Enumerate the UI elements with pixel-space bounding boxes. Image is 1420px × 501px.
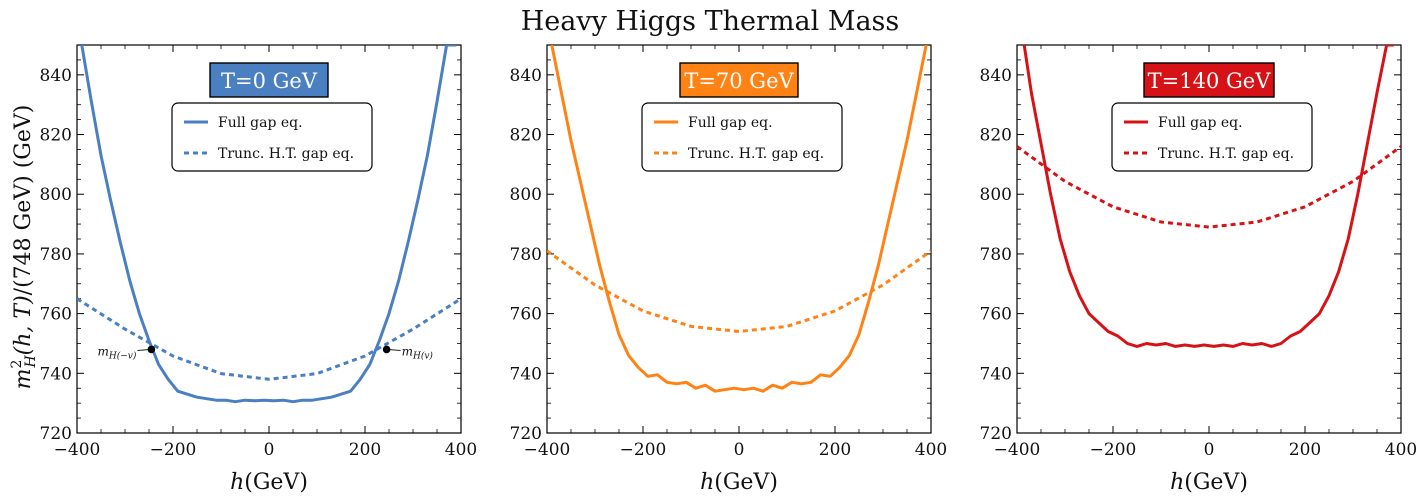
series-full-gap-eq xyxy=(80,45,457,404)
x-tick-label: −200 xyxy=(1090,440,1137,460)
y-tick-label: 780 xyxy=(510,245,542,265)
legend-box xyxy=(641,102,843,172)
legend-label-full: Full gap eq. xyxy=(1158,115,1243,131)
y-tick-label: 820 xyxy=(510,126,542,146)
panel-1: −400 −200 0 200 400 720 740 760 780 800 820 840 h(Ge… xyxy=(40,44,477,495)
annotation-sub: H(−v) xyxy=(108,350,137,361)
x-axis-title-unit: (GeV) xyxy=(244,470,308,495)
y-tick-label: 840 xyxy=(510,66,542,86)
x-axis-title-var: h xyxy=(700,470,714,495)
annotation-sub: H(v) xyxy=(412,350,433,361)
x-tick-label: −400 xyxy=(994,440,1041,460)
panel-2: −400 −200 0 200 400 720 740 760 780 800 820 840 h(Ge… xyxy=(510,44,947,495)
series-group xyxy=(547,45,931,393)
y-tick-label: 740 xyxy=(40,364,72,384)
series-full-gap-eq xyxy=(550,45,928,393)
y-tick-label: 840 xyxy=(40,66,72,86)
series-group xyxy=(1017,45,1401,348)
series-group xyxy=(77,45,461,404)
legend-box xyxy=(1111,102,1313,172)
annotation-label: mH(v) xyxy=(402,344,434,361)
temperature-badge-label: T=140 GeV xyxy=(1148,69,1272,93)
y-tick-label: 780 xyxy=(980,245,1012,265)
y-tick-label: 740 xyxy=(980,364,1012,384)
y-tick-label: 740 xyxy=(510,364,542,384)
y-tick-label: 800 xyxy=(980,185,1012,205)
y-axis-title-m: m xyxy=(11,368,36,389)
y-tick-label: 840 xyxy=(980,66,1012,86)
x-axis-title: h(GeV) xyxy=(230,470,308,495)
temperature-badge xyxy=(1143,62,1275,98)
x-tick-label: −200 xyxy=(620,440,667,460)
x-tick-label: 400 xyxy=(915,440,947,460)
annotation-leader xyxy=(386,349,401,351)
legend-label-full: Full gap eq. xyxy=(688,115,773,131)
series-trunc-ht-gap-eq xyxy=(77,297,461,381)
y-tick-label: 820 xyxy=(980,126,1012,146)
y-tick-label: 720 xyxy=(510,424,542,444)
x-tick-label: −400 xyxy=(524,440,571,460)
temperature-badge xyxy=(679,62,799,98)
y-tick-label: 780 xyxy=(40,245,72,265)
x-tick-label: −200 xyxy=(150,440,197,460)
series-trunc-ht-gap-eq xyxy=(547,249,931,333)
y-tick-label: 720 xyxy=(980,424,1012,444)
legend-label-trunc: Trunc. H.T. gap eq. xyxy=(1158,146,1294,162)
x-axis-title-unit: (GeV) xyxy=(714,470,778,495)
annotation-label: mH(−v) xyxy=(98,344,137,361)
series-full-gap-eq xyxy=(1022,45,1394,348)
y-tick-label: 820 xyxy=(40,126,72,146)
x-axis-title-unit: (GeV) xyxy=(1184,470,1248,495)
y-axis-title-sub: H xyxy=(23,355,39,369)
temperature-badge xyxy=(209,62,329,98)
figure-title: Heavy Higgs Thermal Mass xyxy=(521,6,900,37)
x-tick-label: 200 xyxy=(819,440,851,460)
x-axis-title-var: h xyxy=(1170,470,1184,495)
y-tick-label: 800 xyxy=(510,185,542,205)
y-tick-label: 760 xyxy=(40,305,72,325)
x-axis-title: h(GeV) xyxy=(700,470,778,495)
legend-box xyxy=(171,102,373,172)
x-axis-title: h(GeV) xyxy=(1170,470,1248,495)
x-tick-label: 200 xyxy=(1289,440,1321,460)
y-axis-title: m2H(h, T)/(748 GeV) (GeV) xyxy=(9,105,39,390)
annotation-leader xyxy=(137,349,152,351)
x-tick-label: 400 xyxy=(445,440,477,460)
annotation-main: m xyxy=(402,344,413,358)
y-axis-title-sup: 2 xyxy=(9,360,25,369)
legend-label-full: Full gap eq. xyxy=(218,115,303,131)
x-tick-label: 200 xyxy=(349,440,381,460)
y-axis-title-args: (h, T) xyxy=(11,295,36,355)
x-tick-label: 0 xyxy=(264,440,275,460)
temperature-badge-label: T=70 GeV xyxy=(684,69,794,93)
y-axis-title-rest: /(748 GeV) (GeV) xyxy=(11,105,36,296)
y-tick-label: 800 xyxy=(40,185,72,205)
panel-3: −400 −200 0 200 400 720 740 760 780 800 820 840 h(Ge… xyxy=(980,44,1417,495)
y-tick-label: 760 xyxy=(510,305,542,325)
x-axis-title-var: h xyxy=(230,470,244,495)
x-tick-label: 0 xyxy=(1204,440,1215,460)
x-tick-label: −400 xyxy=(54,440,101,460)
temperature-badge-label: T=0 GeV xyxy=(221,69,318,93)
legend-label-trunc: Trunc. H.T. gap eq. xyxy=(218,146,354,162)
legend-label-trunc: Trunc. H.T. gap eq. xyxy=(688,146,824,162)
y-tick-label: 720 xyxy=(40,424,72,444)
panels: −400 −200 0 200 400720740760780800820840h(Ge… xyxy=(40,44,1417,495)
annotation-main: m xyxy=(98,344,109,358)
x-tick-label: 400 xyxy=(1385,440,1417,460)
y-tick-label: 760 xyxy=(980,305,1012,325)
x-tick-label: 0 xyxy=(734,440,745,460)
